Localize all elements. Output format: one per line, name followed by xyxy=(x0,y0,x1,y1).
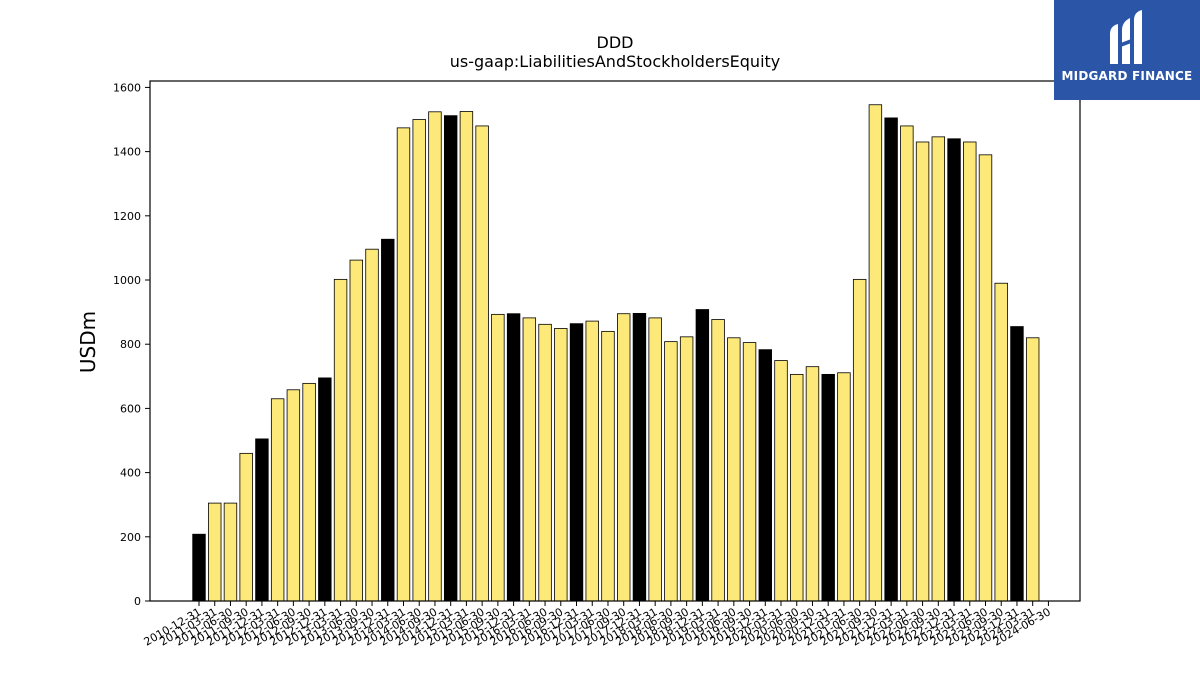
bar-2020-03-31 xyxy=(774,360,788,602)
bar-2018-09-30 xyxy=(679,336,694,602)
y-tick-label-1400: 1400 xyxy=(113,146,141,159)
bar-2010-12-31 xyxy=(192,533,206,602)
y-tick-label-600: 600 xyxy=(120,402,141,415)
bar-2015-09-30 xyxy=(491,313,505,602)
y-axis-label: USDm xyxy=(76,311,100,373)
bar-2020-09-30 xyxy=(805,366,820,602)
bar-2023-06-30 xyxy=(978,154,993,602)
y-axis: 0 200 400 600 800 1000 1200 1400 1600 xyxy=(113,81,150,608)
y-tick-label-1600: 1600 xyxy=(113,81,141,94)
bar-2011-06-30 xyxy=(223,502,238,602)
chart-title: DDD xyxy=(596,33,634,52)
bar-2023-12-31 xyxy=(1010,326,1024,602)
bar-2016-12-31 xyxy=(569,323,584,602)
bar-2019-09-30 xyxy=(742,342,757,602)
bar-2011-12-31 xyxy=(255,438,269,602)
bar-2018-06-30 xyxy=(664,341,678,602)
logo-mark-icon xyxy=(1110,10,1142,64)
x-axis: 2010-12-312011-03-312011-06-302011-09-30… xyxy=(142,601,1053,649)
bar-2014-09-30 xyxy=(428,111,442,602)
bar-2015-06-30 xyxy=(475,125,489,602)
bar-2013-09-30 xyxy=(365,248,379,602)
chart-subtitle: us-gaap:LiabilitiesAndStockholdersEquity xyxy=(449,52,781,71)
bar-2022-06-30 xyxy=(915,141,930,602)
bar-2014-06-30 xyxy=(412,119,426,602)
plot-frame xyxy=(149,80,1081,602)
bar-2016-03-31 xyxy=(522,317,537,602)
bar-2022-09-30 xyxy=(931,136,946,602)
bar-2022-03-31 xyxy=(900,125,914,602)
bar-2020-06-30 xyxy=(790,373,804,602)
bar-2013-03-31 xyxy=(333,278,348,602)
bar-2011-03-31 xyxy=(208,502,222,602)
bar-2024-03-31 xyxy=(1025,337,1040,602)
bar-2017-12-31 xyxy=(632,312,647,602)
bar-2019-12-31 xyxy=(758,349,772,602)
bar-2013-12-31 xyxy=(381,238,395,602)
bar-2019-06-30 xyxy=(727,337,741,602)
bar-2013-06-30 xyxy=(349,259,364,602)
y-tick-label-1200: 1200 xyxy=(113,210,141,223)
bar-2017-03-31 xyxy=(585,320,599,602)
bar-2023-09-30 xyxy=(994,282,1008,602)
y-tick-label-800: 800 xyxy=(120,338,141,351)
bar-2012-03-31 xyxy=(270,398,285,602)
bar-2012-09-30 xyxy=(302,382,316,602)
brand-name: MIDGARD FINANCE xyxy=(1061,69,1193,83)
y-tick-label-200: 200 xyxy=(120,531,141,544)
bar-2017-06-30 xyxy=(601,330,615,602)
bar-2016-06-30 xyxy=(538,323,552,602)
bar-2021-06-30 xyxy=(852,278,867,602)
bar-2021-03-31 xyxy=(837,372,851,602)
y-tick-label-0: 0 xyxy=(134,595,141,608)
bar-2017-09-30 xyxy=(617,313,631,602)
bar-2023-03-31 xyxy=(963,141,977,602)
bars-group xyxy=(192,104,1040,602)
bar-2021-12-31 xyxy=(884,117,898,602)
bar-2020-12-31 xyxy=(821,373,835,602)
bar-2015-03-31 xyxy=(459,111,474,602)
bar-2021-09-30 xyxy=(868,104,883,602)
bar-2014-12-31 xyxy=(443,115,458,602)
bar-2015-12-31 xyxy=(506,313,521,602)
bar-2019-03-31 xyxy=(711,319,725,602)
bar-2014-03-31 xyxy=(396,127,411,602)
y-tick-label-1000: 1000 xyxy=(113,274,141,287)
bar-2012-06-30 xyxy=(286,389,301,602)
bar-2012-12-31 xyxy=(318,377,332,602)
bar-2016-09-30 xyxy=(554,328,568,602)
bar-2018-03-31 xyxy=(648,317,662,602)
bar-2022-12-31 xyxy=(947,138,961,602)
brand-logo: MIDGARD FINANCE xyxy=(1054,0,1200,100)
bar-2018-12-31 xyxy=(695,309,710,602)
y-tick-label-400: 400 xyxy=(120,467,141,480)
bar-2011-09-30 xyxy=(239,452,253,602)
